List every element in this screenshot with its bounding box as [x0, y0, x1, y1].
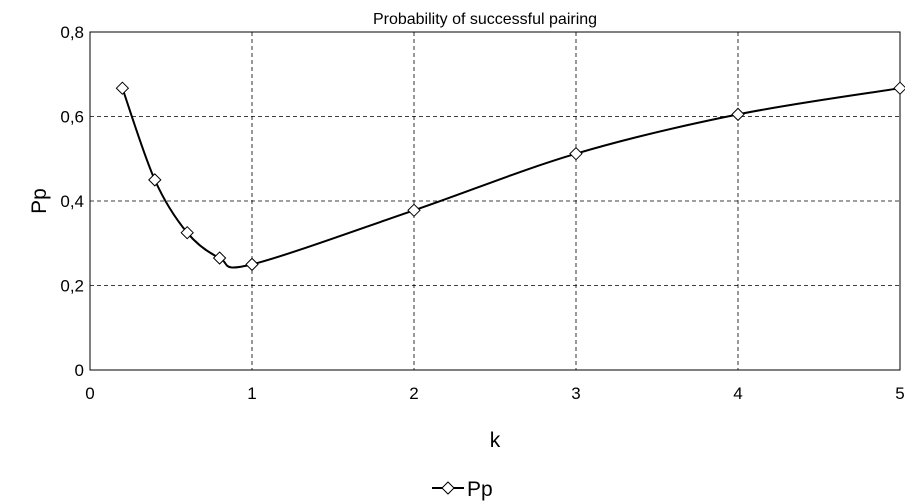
- plot-area-border: [89, 31, 901, 371]
- legend-label-pp: Pp: [467, 478, 493, 501]
- y-tick-label: 0,6: [60, 108, 84, 127]
- data-point-marker: [245, 257, 259, 272]
- data-point-marker: [212, 251, 227, 265]
- y-tick-label: 0,2: [60, 277, 84, 296]
- y-tick-label: 0,8: [60, 23, 84, 42]
- x-tick-label: 5: [895, 384, 904, 403]
- data-point-marker: [731, 107, 745, 122]
- data-point-marker: [148, 173, 162, 187]
- x-tick-label: 2: [409, 384, 418, 403]
- y-tick-label: 0: [75, 361, 84, 380]
- x-tick-label: 4: [733, 384, 742, 403]
- data-point-marker: [180, 225, 194, 240]
- x-axis-title: k: [490, 429, 501, 452]
- x-tick-labels: 0 1 2 3 4 5: [85, 384, 904, 403]
- series-line-pp: [121, 87, 901, 269]
- legend-marker-pp: [441, 481, 455, 495]
- x-tick-label: 3: [571, 384, 580, 403]
- data-point-marker: [115, 81, 130, 95]
- grid-lines: [90, 32, 900, 370]
- x-tick-label: 0: [85, 384, 94, 403]
- data-point-marker: [569, 146, 583, 161]
- y-tick-label: 0,4: [60, 192, 84, 211]
- chart-title: Probability of successful pairing: [373, 11, 597, 28]
- y-tick-labels: 0 0,2 0,4 0,6 0,8: [60, 23, 84, 380]
- series-markers-pp: [115, 81, 905, 272]
- y-axis-title: Pp: [28, 188, 51, 214]
- legend: Pp: [432, 478, 493, 501]
- data-point-marker: [407, 203, 421, 218]
- data-point-marker: [893, 81, 905, 95]
- x-tick-label: 1: [247, 384, 256, 403]
